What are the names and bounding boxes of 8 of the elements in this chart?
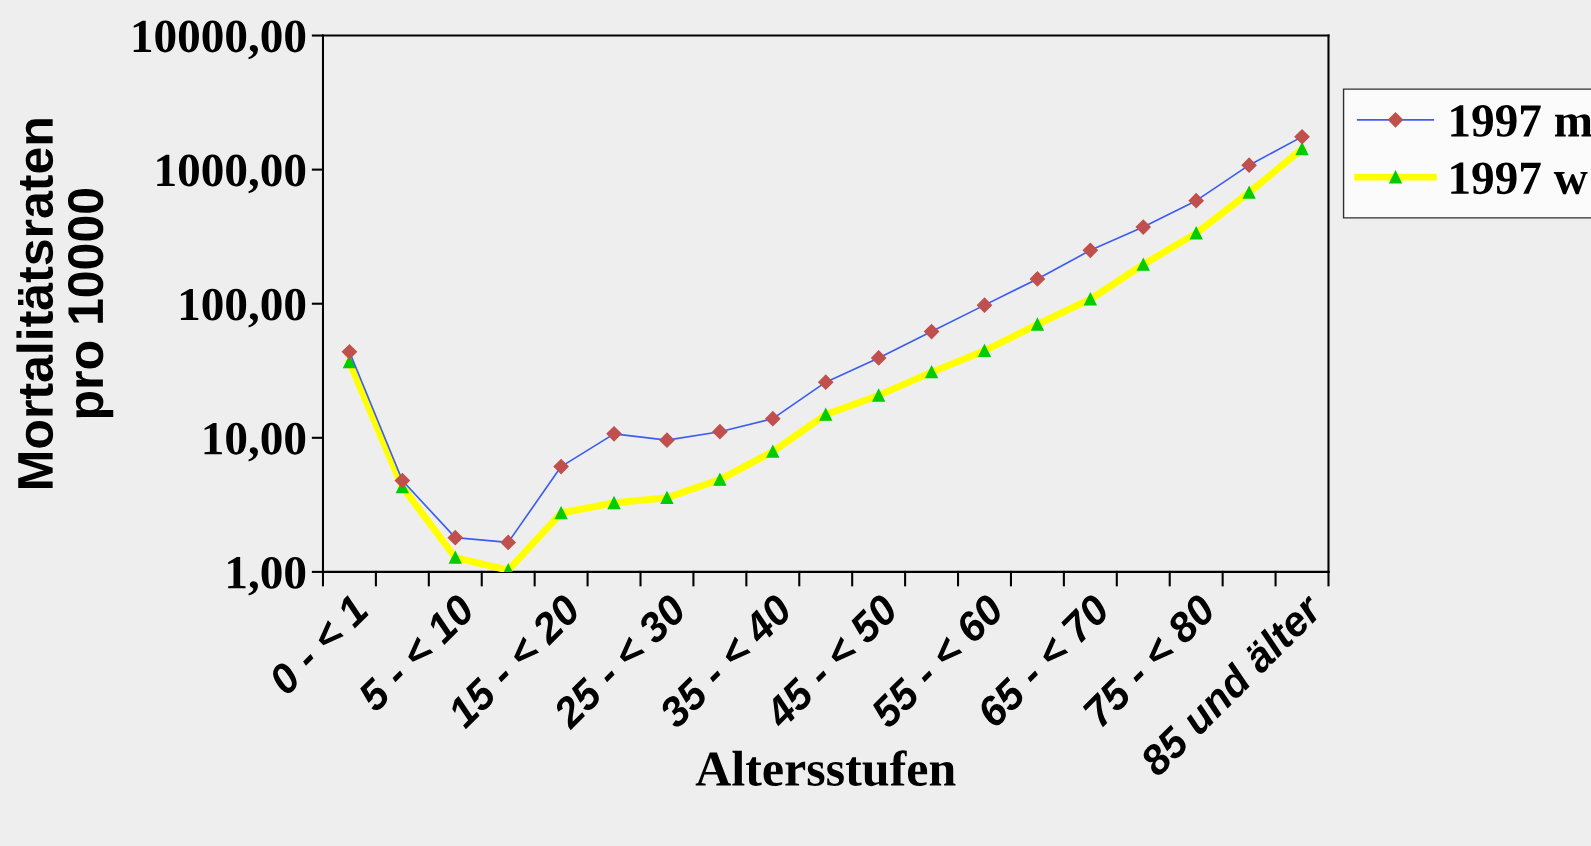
y-tick-label: 10,00 xyxy=(204,422,306,462)
y-tick-label: 100,00 xyxy=(180,288,306,328)
x-axis-title: Altersstufen xyxy=(695,750,956,787)
y-tick-label: 10000,00 xyxy=(133,20,306,60)
y-tick-label: 1,00 xyxy=(228,556,306,596)
y-axis-title: Mortalitätsraten pro 10000 xyxy=(16,119,114,488)
y-tick-label: 1000,00 xyxy=(157,154,306,194)
legend-label: 1997 w xyxy=(1451,162,1588,195)
